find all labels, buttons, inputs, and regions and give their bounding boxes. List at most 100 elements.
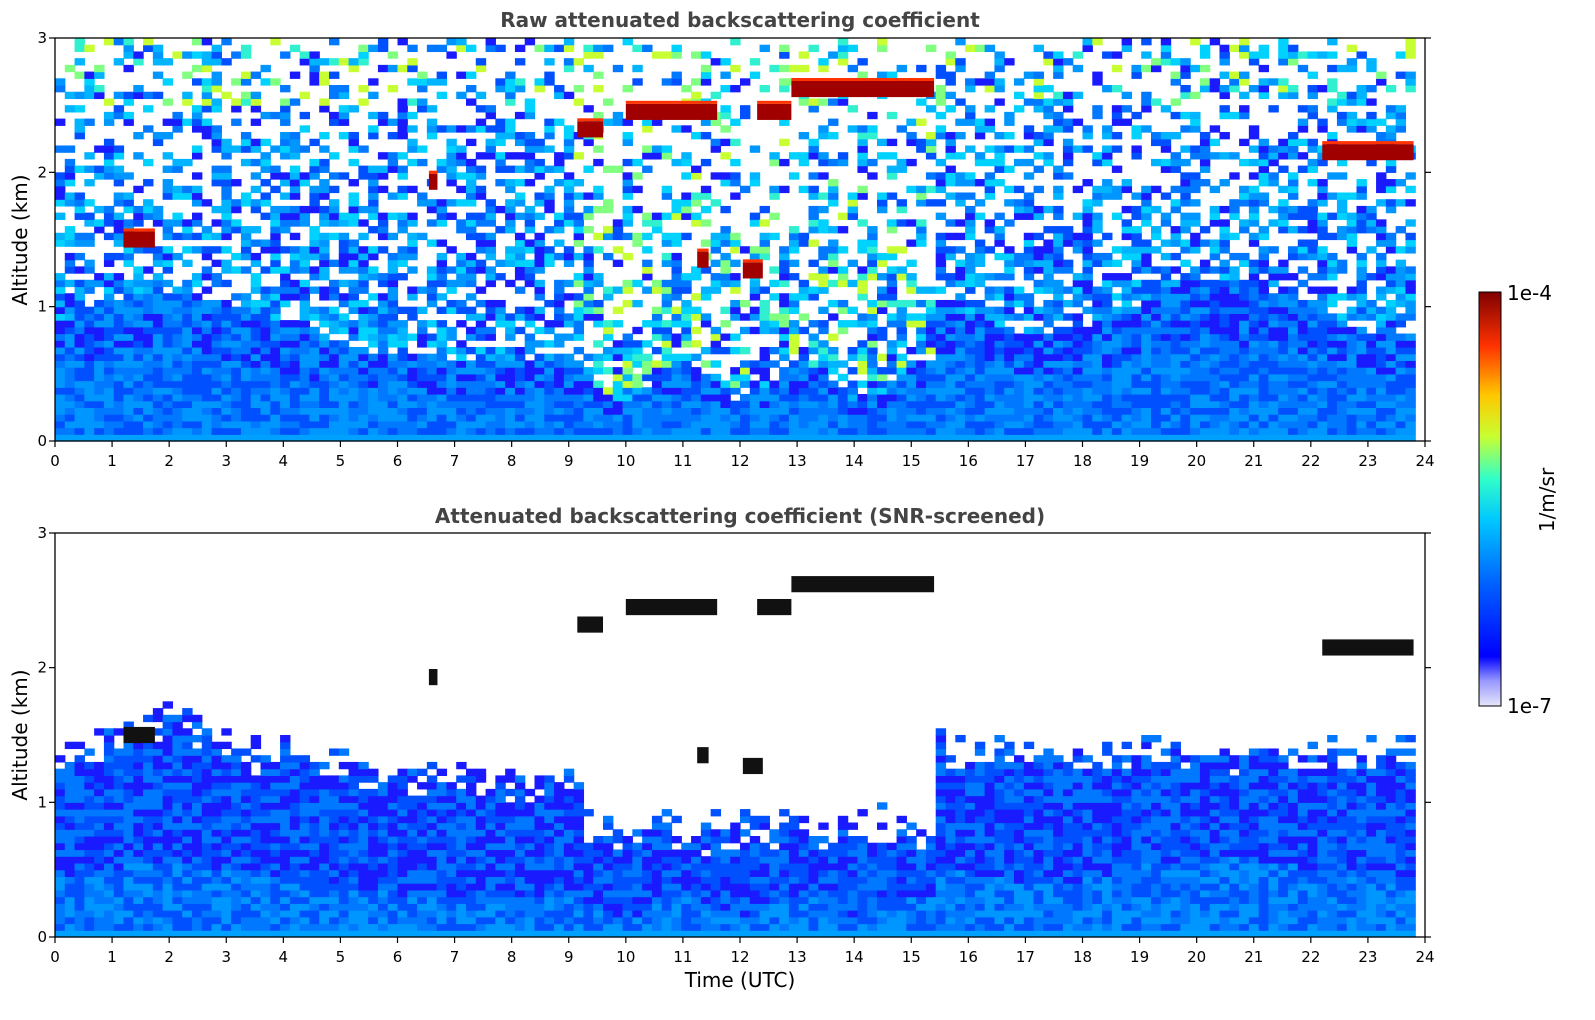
heat-cell — [387, 333, 399, 341]
heat-cell — [1317, 212, 1328, 220]
heat-cell — [162, 165, 174, 173]
heat-cell — [1053, 286, 1064, 294]
heat-cell — [446, 152, 457, 160]
heat-cell — [534, 353, 545, 361]
heat-cell — [945, 346, 956, 355]
heat-cell — [916, 407, 927, 415]
heat-cell — [1160, 252, 1172, 261]
heat-cell — [896, 273, 907, 281]
heat-cell — [877, 353, 888, 361]
heat-cell — [1297, 387, 1309, 395]
heat-cell — [945, 132, 956, 140]
heat-cell — [1258, 158, 1270, 167]
heat-cell — [632, 172, 643, 180]
heat-cell — [1248, 393, 1260, 402]
heat-cell — [867, 414, 878, 422]
heat-cell — [143, 320, 154, 328]
heat-cell — [1131, 64, 1142, 73]
heat-cell — [1160, 353, 1172, 361]
heat-cell — [1053, 340, 1064, 348]
heat-cell — [593, 185, 604, 194]
heat-cell — [64, 360, 76, 368]
heat-cell — [495, 353, 506, 361]
heat-cell — [172, 125, 183, 133]
heat-cell — [1180, 158, 1191, 167]
heat-cell — [544, 226, 555, 234]
heat-cell — [475, 125, 487, 133]
heat-cell — [1062, 259, 1074, 267]
heat-cell — [456, 387, 467, 395]
heat-cell — [798, 239, 810, 247]
heat-cell — [857, 138, 868, 147]
heat-cell — [1062, 299, 1074, 308]
heat-cell — [788, 152, 800, 160]
heat-cell — [446, 299, 457, 308]
heat-cell — [1199, 353, 1211, 361]
heat-cell — [1053, 205, 1064, 214]
heat-cell — [289, 71, 301, 79]
heat-cell — [563, 192, 575, 200]
heat-cell — [260, 367, 271, 375]
heat-cell — [965, 320, 976, 328]
heat-cell — [593, 400, 604, 409]
heat-cell — [700, 64, 712, 73]
heat-cell — [1033, 360, 1044, 368]
heat-cell — [74, 346, 85, 355]
heat-cell — [55, 172, 66, 180]
heat-cell — [1336, 192, 1348, 200]
heat-cell — [446, 158, 457, 167]
heat-cell — [779, 407, 790, 415]
heat-cell — [1190, 326, 1201, 335]
heat-cell — [338, 320, 350, 328]
heat-cell — [1053, 239, 1064, 247]
heat-cell — [1033, 427, 1044, 435]
heat-cell — [1356, 91, 1367, 100]
heat-cell — [280, 179, 291, 187]
heat-cell — [231, 333, 242, 341]
heat-cell — [759, 252, 770, 261]
heat-cell — [994, 152, 1005, 160]
heat-cell — [133, 340, 144, 348]
heat-cell — [192, 185, 203, 194]
heat-cell — [1062, 125, 1074, 133]
heat-cell — [1336, 427, 1348, 435]
heat-cell — [1317, 219, 1328, 227]
heat-cell — [1209, 205, 1221, 214]
heat-cell — [779, 44, 790, 53]
heat-cell — [896, 125, 907, 133]
heat-cell — [201, 125, 213, 133]
heat-cell — [1356, 346, 1367, 355]
heat-cell — [867, 360, 878, 368]
heat-cell — [1141, 212, 1152, 220]
heat-cell — [524, 333, 536, 341]
heat-cell — [1121, 299, 1133, 308]
heat-cell — [808, 286, 819, 294]
heat-cell — [769, 293, 780, 301]
heat-cell — [456, 353, 467, 361]
heat-cell — [1092, 219, 1103, 227]
heat-cell — [573, 85, 585, 93]
heat-cell — [152, 373, 164, 382]
heat-cell — [1151, 360, 1162, 368]
heat-cell — [133, 360, 144, 368]
heat-cell — [573, 179, 585, 187]
heat-cell — [1336, 353, 1348, 361]
heat-cell — [925, 132, 937, 140]
heat-cell — [1288, 152, 1299, 160]
heat-cell — [319, 434, 330, 442]
heat-cell — [573, 306, 585, 314]
heat-cell — [1268, 360, 1279, 368]
heat-cell — [984, 78, 996, 86]
heat-cell — [935, 393, 947, 402]
heat-cell — [319, 78, 330, 86]
heat-cell — [1219, 427, 1230, 435]
heat-cell — [700, 219, 712, 227]
heat-cell — [270, 145, 281, 153]
heat-cell — [1258, 299, 1270, 308]
heat-cell — [759, 420, 770, 429]
heat-cell — [1062, 400, 1074, 409]
heat-cell — [1023, 71, 1035, 79]
heat-cell — [192, 414, 203, 422]
heat-cell — [1111, 367, 1123, 375]
heat-cell — [1033, 232, 1044, 241]
